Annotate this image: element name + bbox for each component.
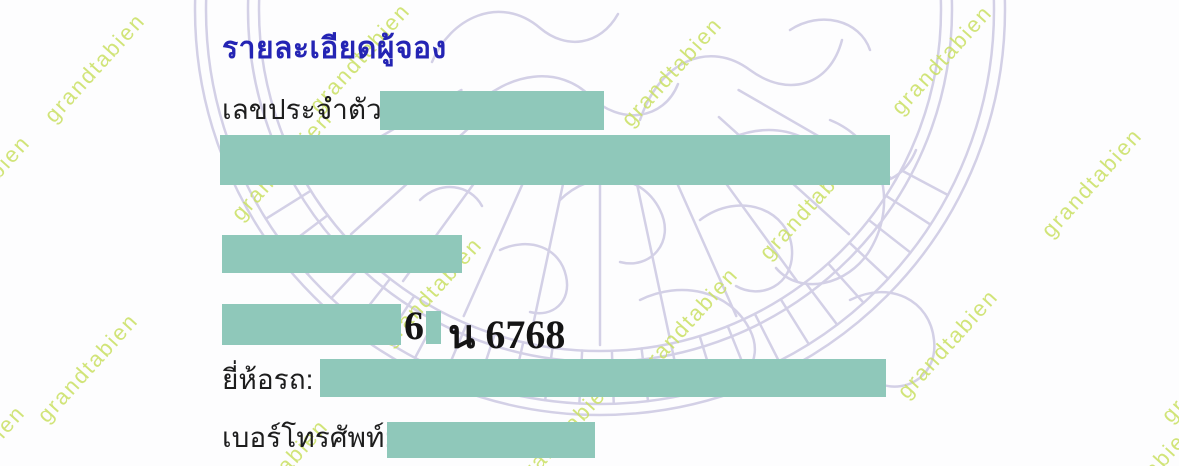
plate-redacted-left xyxy=(222,304,401,345)
redacted-line-2 xyxy=(222,235,462,273)
plate-prefix-digit: 6 xyxy=(404,303,424,348)
plate-redacted-letter xyxy=(426,311,441,344)
id-number-redacted-value xyxy=(380,91,604,130)
phone-label: เบอร์โทรศัพท์: xyxy=(222,422,393,453)
section-title: รายละเอียดผู้จอง xyxy=(222,32,447,65)
brand-label: ยี่ห้อรถ: xyxy=(222,364,314,395)
phone-redacted-value xyxy=(387,422,595,458)
plate-number-text: น 6768 xyxy=(448,312,566,357)
id-number-label: เลขประจำตัว: xyxy=(222,94,390,125)
redacted-line-1 xyxy=(220,135,890,185)
brand-redacted-value xyxy=(320,359,886,397)
